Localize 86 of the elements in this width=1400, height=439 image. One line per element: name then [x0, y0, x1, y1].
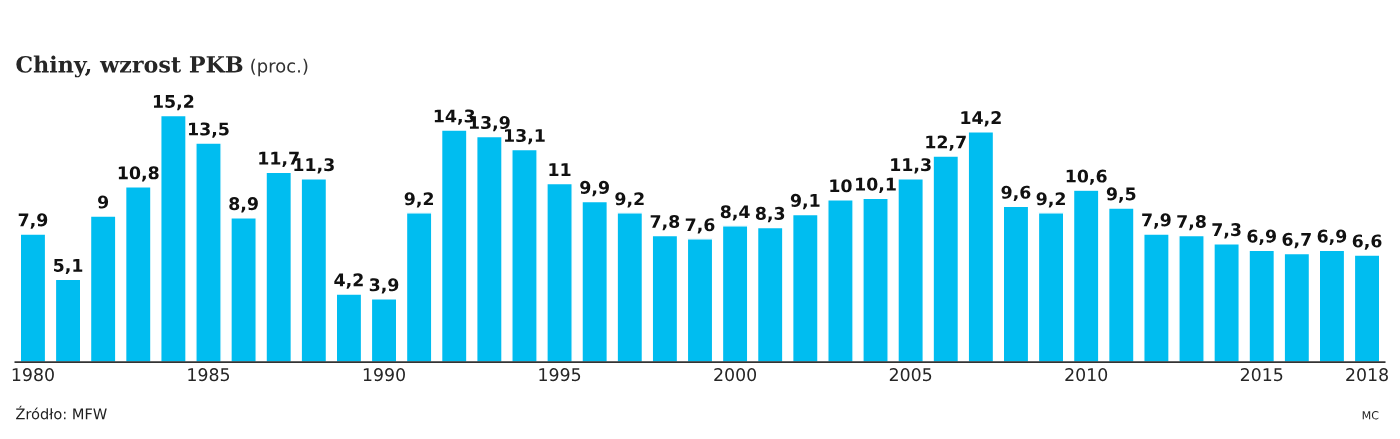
bar: [791, 213, 819, 363]
data-label: 7,8: [650, 214, 680, 231]
data-label: 14,2: [961, 111, 1001, 127]
text: MC: [1362, 411, 1379, 420]
bar: [405, 212, 433, 363]
bar: [932, 155, 960, 363]
x-tick-label: 1990: [363, 368, 405, 382]
bar: [1143, 233, 1170, 363]
data-label: 5,1: [54, 258, 83, 275]
data-label: 11,3: [891, 158, 931, 174]
x-tick-label: 1980: [12, 368, 54, 382]
bar: [511, 148, 538, 363]
data-label: 9,2: [615, 192, 644, 208]
data-label: 6,9: [1247, 229, 1276, 245]
x-tick-label: 2005: [889, 368, 932, 382]
data-label: 8,3: [755, 206, 785, 223]
x-tick-label: 1995: [539, 368, 581, 382]
data-label: 7,3: [1212, 223, 1241, 239]
data-label: 10,6: [1066, 169, 1107, 185]
bar: [19, 233, 47, 363]
bar: [616, 212, 644, 363]
bar: [230, 217, 257, 363]
data-label: 6,7: [1282, 232, 1311, 249]
bar: [1107, 207, 1135, 363]
data-label: 7,9: [1142, 213, 1171, 229]
bar: [1037, 212, 1065, 363]
data-label: 6,6: [1352, 234, 1382, 250]
bar: [862, 197, 889, 363]
bar: [721, 225, 749, 363]
bar: [195, 142, 222, 363]
bar: [1213, 243, 1240, 363]
data-label: 13,5: [189, 122, 229, 138]
data-label: 9,2: [404, 192, 434, 208]
x-tick-label: 1985: [188, 368, 230, 382]
bar: [1178, 234, 1205, 363]
bar: [581, 200, 609, 363]
bar: [476, 135, 503, 363]
bar: [335, 293, 363, 363]
data-label: 10,1: [856, 177, 896, 193]
bar: [897, 178, 924, 363]
text: Źródło: MFW: [16, 405, 107, 420]
data-label: 9: [98, 195, 109, 209]
bar: [756, 226, 784, 363]
data-label: 9,9: [580, 180, 609, 197]
data-label: 6,9: [1317, 229, 1347, 245]
bar: [1248, 249, 1276, 363]
bar: [686, 238, 714, 363]
data-label: 7,6: [685, 218, 715, 234]
data-label: 9,5: [1106, 187, 1136, 203]
bar: [967, 131, 995, 363]
data-label: 3,9: [369, 278, 399, 294]
bar: [124, 186, 152, 363]
data-label: 4,2: [334, 273, 363, 289]
data-label: 7,8: [1177, 214, 1206, 231]
data-label: 10,8: [118, 166, 159, 182]
bar: [546, 182, 573, 363]
bar: [1353, 254, 1381, 363]
x-tick-label: 2000: [714, 368, 757, 382]
bar: [1072, 189, 1100, 363]
data-label: 7,9: [18, 213, 48, 229]
chart-title: Chiny, wzrost PKB: [16, 55, 243, 78]
data-label: 15,2: [153, 94, 194, 111]
data-label: 8,4: [720, 205, 750, 221]
bar: [651, 234, 679, 363]
bar: [300, 178, 328, 363]
bar: [1283, 252, 1311, 363]
data-label: 9,1: [790, 193, 820, 210]
x-tick-label: 2015: [1240, 368, 1283, 382]
bar: [89, 215, 117, 363]
bar: [440, 129, 468, 363]
bar: [827, 199, 854, 363]
x-tick-label: 2010: [1065, 368, 1108, 382]
bar: [265, 171, 293, 363]
data-label: 9,6: [1001, 185, 1031, 202]
chart-subtitle: (proc.): [251, 58, 308, 77]
data-label: 12,7: [926, 135, 966, 151]
bar: [1002, 205, 1030, 363]
data-label: 8,9: [229, 197, 258, 213]
data-label: 9,2: [1036, 192, 1065, 208]
bar: [370, 298, 398, 363]
bar: [160, 114, 187, 363]
bar: [1318, 249, 1346, 363]
data-label: 10: [830, 179, 852, 193]
data-label: 11: [549, 163, 571, 176]
bar: [54, 278, 82, 363]
x-tick-label: 2018: [1346, 368, 1388, 382]
